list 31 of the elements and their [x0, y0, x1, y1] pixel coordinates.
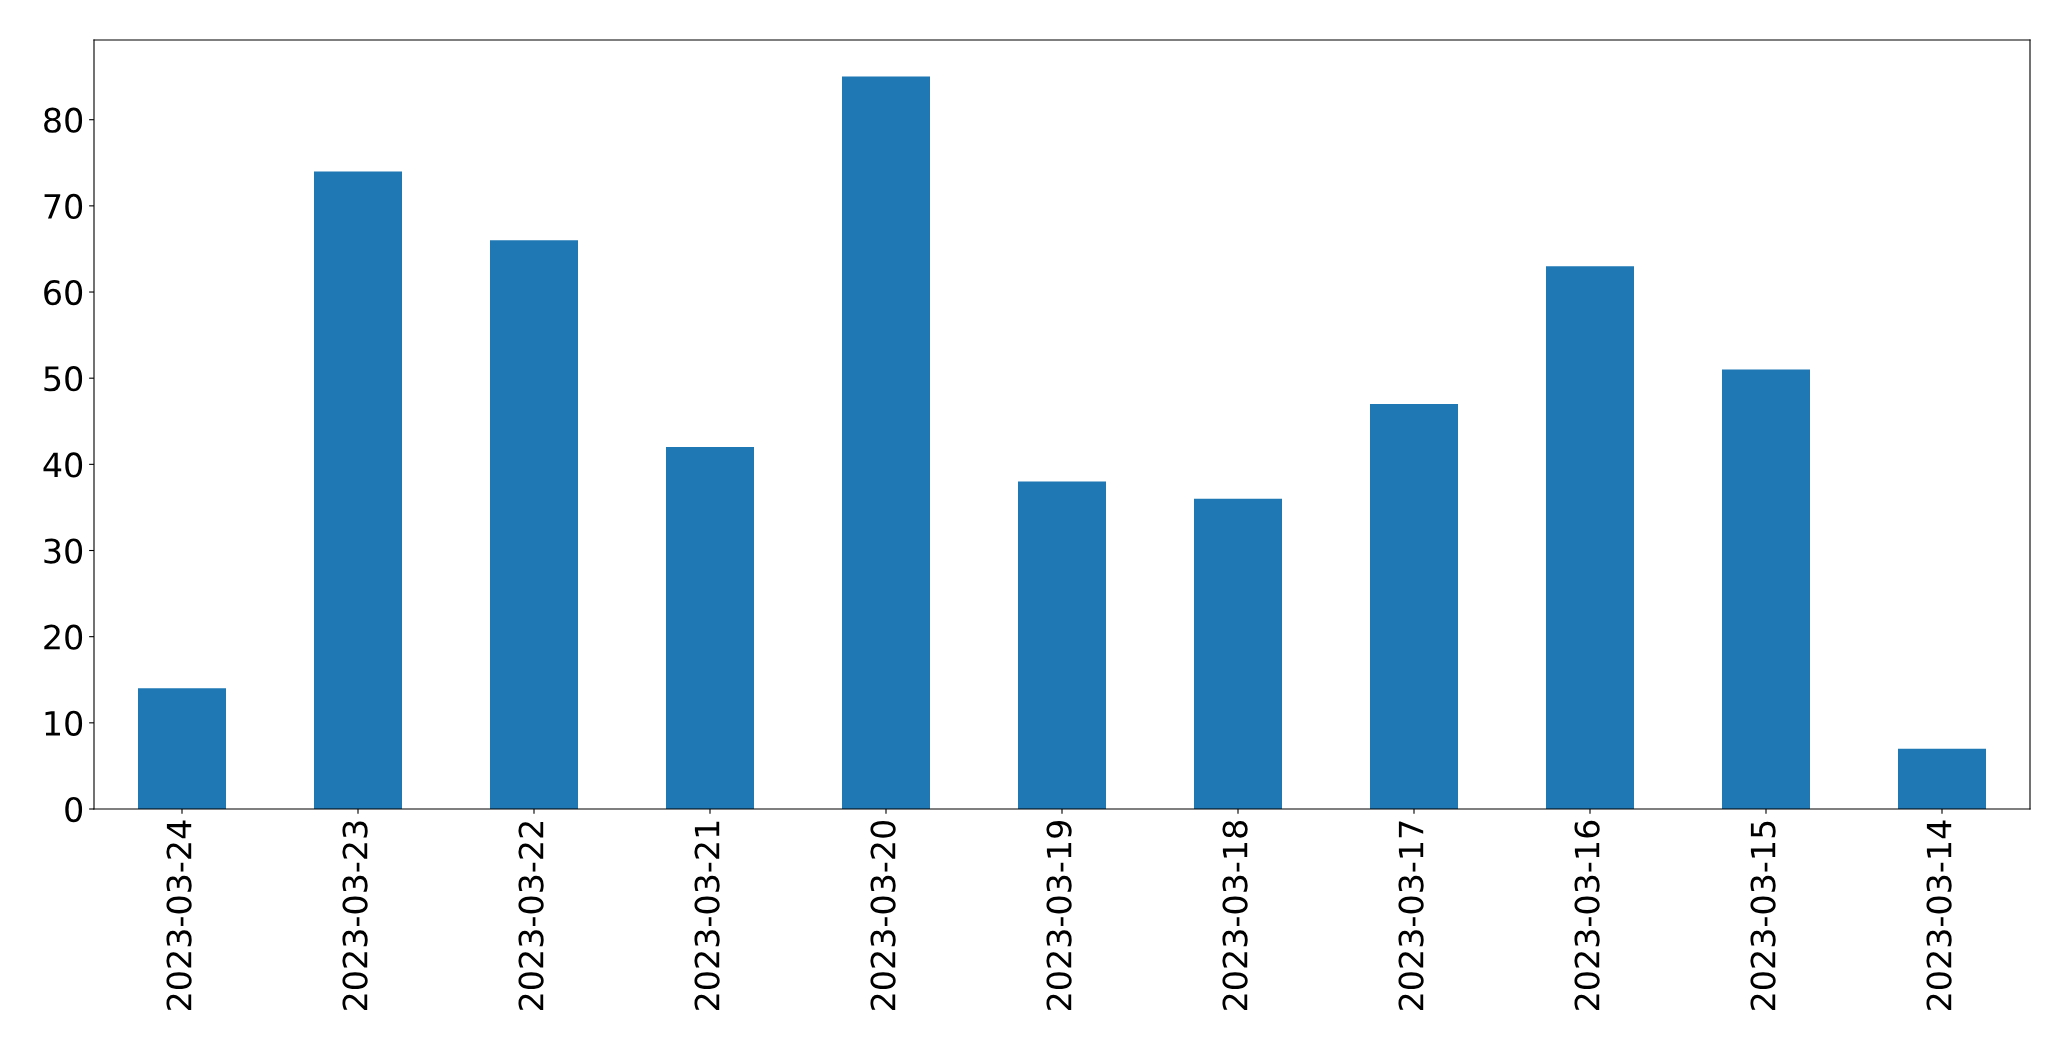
bar: [1546, 266, 1634, 809]
bar: [490, 240, 578, 809]
y-tick-label: 30: [44, 538, 83, 564]
bar: [1018, 481, 1106, 809]
x-tick-label: 2023-03-20: [870, 820, 896, 1010]
y-tick-label: 40: [43, 452, 83, 478]
x-tick-label: 2023-03-14: [1926, 820, 1952, 1010]
x-tick-label: 2023-03-23: [342, 821, 368, 1010]
x-tick-label: 2023-03-18: [1222, 821, 1248, 1010]
x-tick-label: 2023-03-15: [1750, 821, 1776, 1010]
bar: [666, 447, 754, 809]
y-tick-label: 0: [65, 796, 83, 823]
x-tick-label: 2023-03-24: [166, 820, 192, 1010]
y-tick-label: 80: [44, 107, 83, 133]
x-tick-label: 2023-03-17: [1398, 821, 1424, 1010]
x-tick-label: 2023-03-22: [518, 822, 544, 1010]
y-tick-label: 20: [44, 624, 83, 650]
bar: [1722, 369, 1810, 809]
bar: [1898, 748, 1986, 809]
y-tick-label: 60: [44, 279, 83, 306]
y-tick-label: 10: [45, 710, 83, 736]
bar: [138, 688, 226, 809]
bar: [842, 76, 930, 809]
x-tick-label: 2023-03-16: [1574, 820, 1600, 1010]
y-tick-label: 70: [44, 193, 83, 219]
bar: [1194, 498, 1282, 809]
x-tick-label: 2023-03-21: [694, 821, 720, 1010]
x-tick-label: 2023-03-19: [1046, 821, 1072, 1010]
y-tick-label: 50: [44, 366, 83, 392]
bar: [1370, 404, 1458, 809]
bar: [314, 171, 402, 809]
